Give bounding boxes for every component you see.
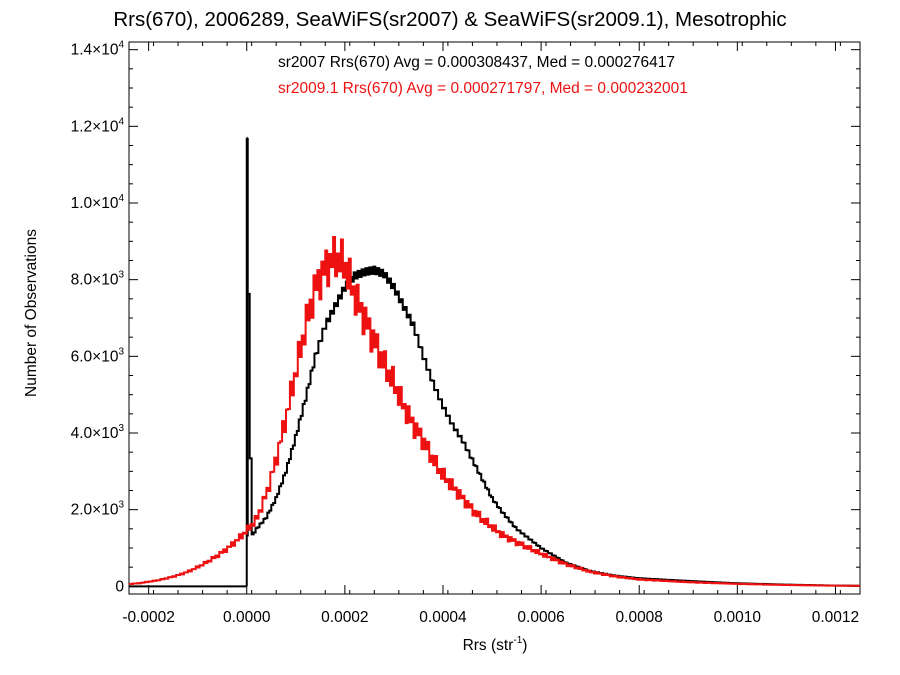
x-tick-label: 0.0004 xyxy=(419,609,467,626)
annotation-sr2009: sr2009.1 Rrs(670) Avg = 0.000271797, Med… xyxy=(278,80,688,97)
y-tick-label: 8.0×103 xyxy=(71,270,125,289)
y-tick-label: 1.4×104 xyxy=(71,40,125,59)
y-tick-label: 1.2×104 xyxy=(71,116,125,135)
y-tick-label: 1.0×104 xyxy=(71,193,125,212)
annotation-sr2007: sr2007 Rrs(670) Avg = 0.000308437, Med =… xyxy=(278,54,675,71)
x-tick-label: 0.0012 xyxy=(812,609,859,626)
series-sr2009 xyxy=(129,235,861,587)
x-tick-label: 0.0000 xyxy=(223,609,271,626)
x-tick-label: 0.0010 xyxy=(714,609,762,626)
plot-frame xyxy=(128,41,861,595)
x-axis-label-exponent: -1 xyxy=(513,635,523,646)
x-axis-label-close: ) xyxy=(522,637,528,654)
x-axis-label-text: Rrs (str xyxy=(462,637,514,654)
y-tick-label: 4.0×103 xyxy=(71,423,125,442)
x-tick-label: -0.0002 xyxy=(122,609,175,626)
y-tick-label: 2.0×103 xyxy=(71,500,125,519)
y-tick-label: 0 xyxy=(115,578,124,595)
x-axis-label: Rrs (str-1) xyxy=(0,635,900,655)
x-tick-label: 0.0008 xyxy=(616,609,663,626)
series-sr2007 xyxy=(247,265,860,587)
chart-title: Rrs(670), 2006289, SeaWiFS(sr2007) & Sea… xyxy=(113,8,787,31)
y-tick-label: 6.0×103 xyxy=(71,346,125,365)
x-tick-label: 0.0006 xyxy=(517,609,564,626)
x-tick-label: 0.0002 xyxy=(321,609,368,626)
